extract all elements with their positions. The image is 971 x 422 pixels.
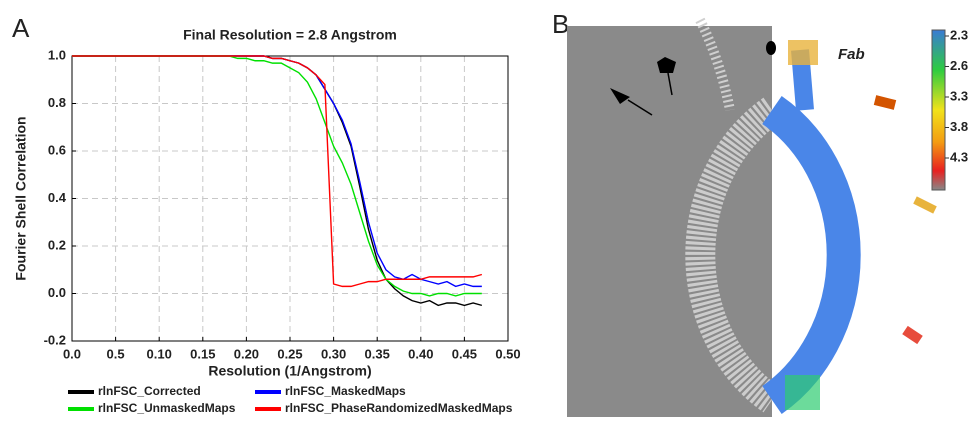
y-tick-label: 0.8: [48, 95, 66, 110]
x-tick-label: 0.25: [277, 346, 302, 361]
panel-label: B: [552, 9, 569, 39]
x-tick-label: 0.50: [495, 346, 520, 361]
x-tick-label: 0.35: [365, 346, 390, 361]
series-line: [72, 55, 483, 288]
x-tick-label: 0.45: [452, 346, 477, 361]
x-tick-label: 0.0: [63, 346, 81, 361]
colorbar-label: 2.6: [950, 58, 968, 73]
plot-frame: [71, 55, 509, 342]
colorbar-label: 4.3: [950, 149, 968, 164]
y-tick-label: -0.2: [44, 332, 66, 347]
panel-label: A: [12, 13, 30, 43]
colorbar-label: 3.8: [950, 119, 968, 134]
x-tick-label: 0.10: [147, 346, 172, 361]
y-axis-label: Fourier Shell Correlation: [13, 116, 29, 280]
y-tick-label: 0.4: [48, 190, 67, 205]
chart-title: Final Resolution = 2.8 Angstrom: [183, 27, 397, 43]
x-tick-label: 0.20: [234, 346, 259, 361]
x-tick-label: 0.15: [190, 346, 215, 361]
legend-label: rlnFSC_Corrected: [98, 384, 201, 398]
y-tick-label: 1.0: [48, 47, 66, 62]
x-tick-label: 0.5: [107, 346, 125, 361]
y-tick-label: 0.0: [48, 285, 66, 300]
annotation: Fab: [838, 46, 865, 63]
colorbar-label: 2.3: [950, 27, 968, 42]
colorbar-label: 3.3: [950, 88, 968, 103]
legend-label: rlnFSC_UnmaskedMaps: [98, 401, 236, 415]
x-axis-label: Resolution (1/Angstrom): [208, 363, 371, 379]
x-tick-label: 0.40: [408, 346, 433, 361]
y-tick-label: 0.2: [48, 237, 66, 252]
legend-label: rlnFSC_PhaseRandomizedMaskedMaps: [285, 401, 513, 415]
legend-label: rlnFSC_MaskedMaps: [285, 384, 406, 398]
y-tick-label: 0.6: [48, 142, 66, 157]
x-tick-label: 0.30: [321, 346, 346, 361]
micrograph: [567, 17, 946, 417]
